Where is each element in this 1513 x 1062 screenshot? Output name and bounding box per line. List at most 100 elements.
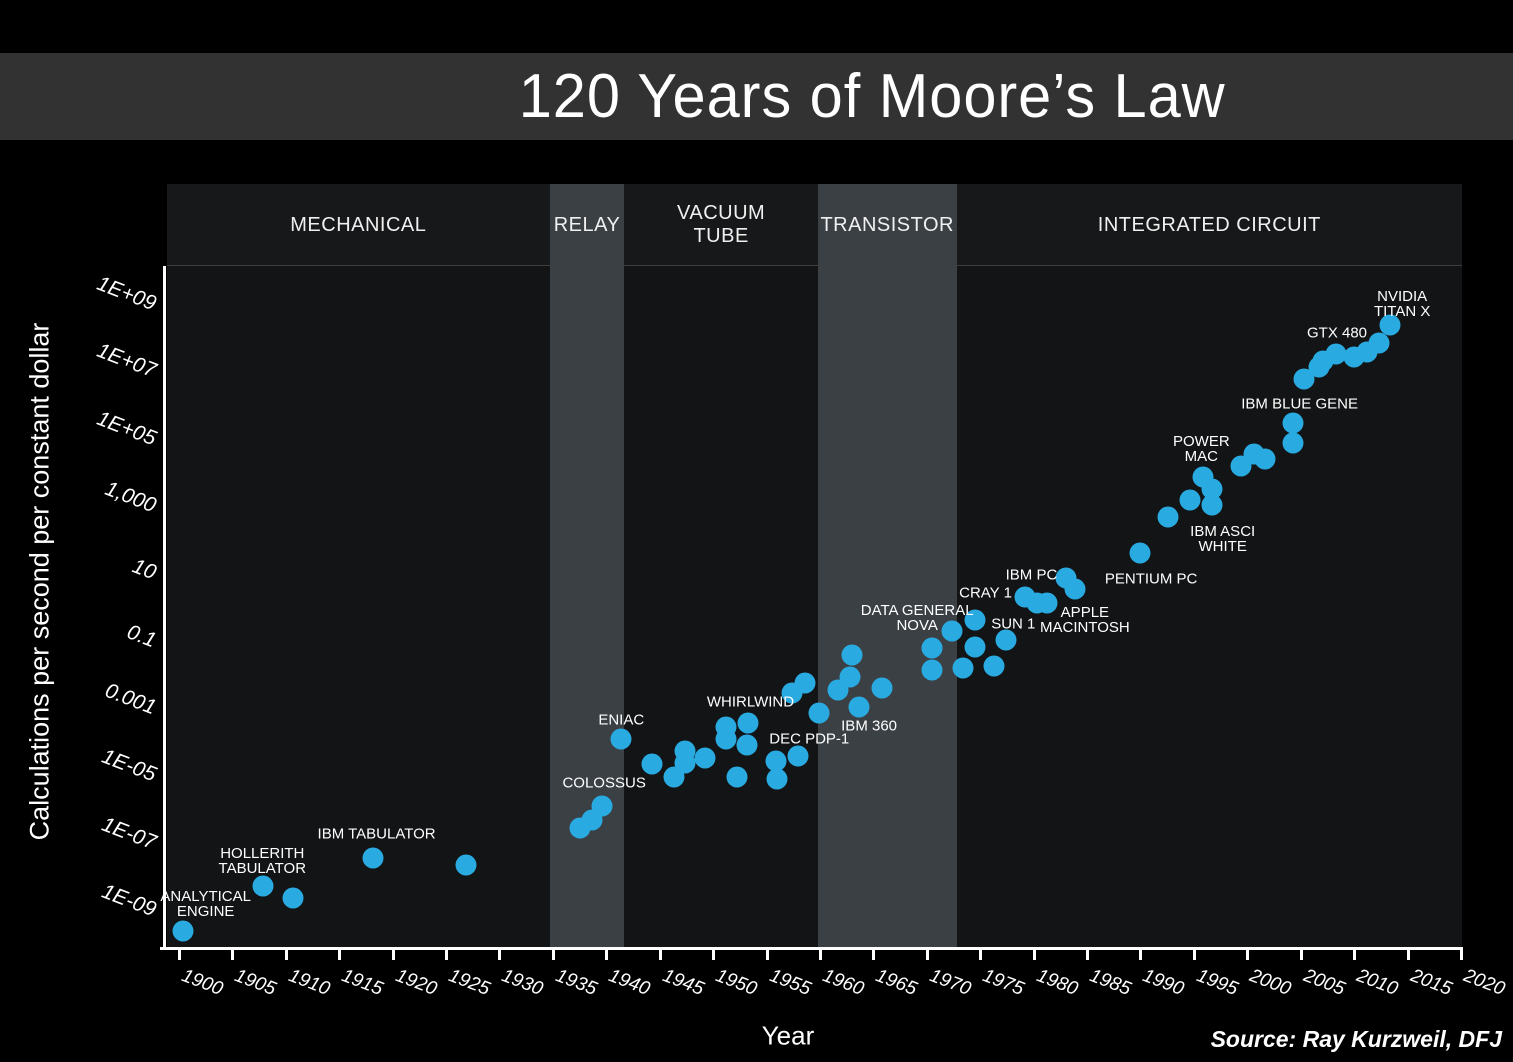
- x-tick: [1353, 947, 1357, 960]
- data-point: [694, 747, 716, 769]
- era-label: INTEGRATED CIRCUIT: [1097, 213, 1321, 236]
- point-label-power: POWER MAC: [1172, 433, 1230, 466]
- data-point: [1129, 542, 1151, 564]
- data-point: [1064, 578, 1086, 600]
- x-tick: [338, 947, 342, 960]
- data-point: [1254, 448, 1276, 470]
- data-point: [1325, 343, 1347, 365]
- x-tick: [1192, 947, 1196, 960]
- data-point: [610, 728, 632, 750]
- data-point: [1201, 478, 1223, 500]
- point-label-apple: APPLE MACINTOSH: [1040, 604, 1130, 637]
- point-label-ibm-blue-gene: IBM BLUE GENE: [1241, 395, 1358, 413]
- data-point: [1293, 368, 1315, 390]
- x-tick: [1139, 947, 1143, 960]
- data-point: [1379, 314, 1401, 336]
- point-label-ibm-pc: IBM PC: [1005, 566, 1058, 584]
- era-band-relay: [549, 266, 625, 947]
- source-note: Source: Ray Kurzweil, DFJ: [1210, 1026, 1502, 1052]
- data-point: [766, 768, 788, 790]
- data-point: [737, 712, 759, 734]
- data-point: [591, 795, 613, 817]
- data-point: [995, 629, 1017, 651]
- x-tick: [551, 947, 555, 960]
- data-point: [1282, 432, 1304, 454]
- era-header-vacuum-tube: VACUUM TUBE: [624, 184, 818, 266]
- data-point: [952, 657, 974, 679]
- point-label-ibm-asci: IBM ASCI WHITE: [1190, 523, 1256, 555]
- data-point: [871, 677, 893, 699]
- data-point: [455, 854, 477, 876]
- data-point: [641, 753, 663, 775]
- data-point: [787, 745, 808, 767]
- data-point: [964, 636, 986, 658]
- data-point: [921, 659, 943, 681]
- data-point: [1179, 489, 1201, 511]
- x-tick: [765, 947, 769, 960]
- chart-title: 120 Years of Moore’s Law: [518, 62, 1226, 131]
- data-point: [941, 620, 963, 642]
- x-tick: [605, 947, 609, 960]
- data-point: [765, 750, 787, 772]
- title-bar: 120 Years of Moore’s Law: [0, 53, 1513, 140]
- data-point: [1201, 494, 1223, 516]
- x-tick: [979, 947, 983, 960]
- x-tick: [391, 947, 395, 960]
- era-header-relay: RELAY: [549, 184, 625, 266]
- data-point: [726, 766, 748, 788]
- point-label-sun-1: SUN 1: [991, 615, 1036, 633]
- x-tick: [658, 947, 662, 960]
- data-point: [736, 734, 758, 756]
- data-point: [964, 609, 986, 631]
- data-point: [983, 655, 1005, 677]
- point-label-whirlwind: WHIRLWIND: [706, 693, 795, 711]
- x-axis-line: [160, 947, 1463, 950]
- x-tick: [231, 947, 235, 960]
- point-label-analytical: ANALYTICAL ENGINE: [160, 887, 251, 920]
- point-label-eniac: ENIAC: [598, 711, 645, 729]
- era-header-integrated-circuit: INTEGRATED CIRCUIT: [956, 184, 1462, 266]
- data-point: [172, 920, 194, 942]
- data-point: [282, 887, 304, 909]
- x-tick: [1032, 947, 1036, 960]
- y-axis-line: [163, 266, 166, 950]
- data-point: [808, 702, 830, 724]
- x-tick: [1459, 947, 1463, 960]
- point-label-ibm-tabulator: IBM TABULATOR: [317, 825, 436, 843]
- x-tick: [872, 947, 876, 960]
- era-header-transistor: TRANSISTOR: [817, 184, 957, 266]
- point-label-pentium-pc: PENTIUM PC: [1104, 570, 1198, 588]
- x-tick: [818, 947, 822, 960]
- era-label: VACUUM TUBE: [677, 202, 766, 247]
- point-label-gtx-480: GTX 480: [1306, 324, 1368, 342]
- x-tick: [1299, 947, 1303, 960]
- era-label: MECHANICAL: [290, 213, 427, 236]
- data-point: [674, 752, 696, 774]
- data-point: [848, 696, 870, 718]
- data-point: [252, 875, 274, 897]
- x-tick: [1246, 947, 1250, 960]
- x-tick: [177, 947, 181, 960]
- data-point: [841, 644, 863, 666]
- data-point: [921, 637, 943, 659]
- y-axis-title: Calculations per second per constant dol…: [24, 322, 55, 841]
- x-tick: [1406, 947, 1410, 960]
- data-point: [839, 666, 861, 688]
- era-label: RELAY: [553, 213, 621, 236]
- point-label-cray-1: CRAY 1: [959, 584, 1012, 602]
- point-label-ibm-360: IBM 360: [841, 717, 898, 735]
- data-point: [794, 672, 816, 694]
- point-label-colossus: COLOSSUS: [562, 774, 646, 792]
- x-tick: [445, 947, 449, 960]
- point-label-nvidia-titan-x: NVIDIA TITAN X: [1373, 288, 1431, 321]
- plot-area: ANALYTICAL ENGINE HOLLERITH TABULATOR IBM …: [160, 266, 1462, 947]
- x-tick: [712, 947, 716, 960]
- point-label-data-general: DATA GENERAL NOVA: [860, 602, 974, 635]
- data-point: [1368, 332, 1390, 354]
- point-label-hollerith: HOLLERITH TABULATOR: [218, 845, 307, 878]
- x-tick: [925, 947, 929, 960]
- point-label-dec-pdp-1: DEC PDP-1: [769, 730, 850, 748]
- x-tick: [284, 947, 288, 960]
- x-tick: [1086, 947, 1090, 960]
- era-header-mechanical: MECHANICAL: [167, 184, 550, 266]
